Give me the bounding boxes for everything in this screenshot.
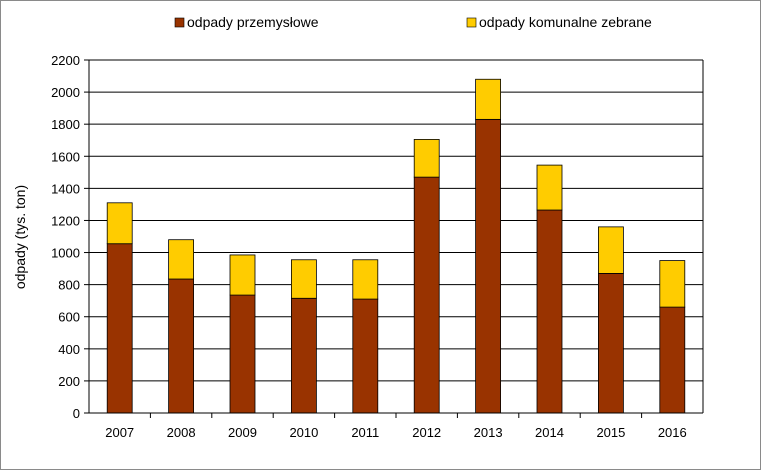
- x-tick-label: 2016: [658, 425, 687, 440]
- bar-municipal-2011: [352, 259, 379, 300]
- y-tick-labels: 0 200 400 600 800 1000 1200 1400 1600 1800 2000 220…: [51, 53, 80, 421]
- y-tick-label: 1600: [51, 149, 80, 164]
- bar-municipal-2010: [290, 259, 317, 299]
- bar-industrial-2013: [475, 118, 502, 414]
- x-tick-label: 2013: [474, 425, 503, 440]
- bar-municipal-2016: [659, 260, 686, 308]
- bar-municipal-2013: [475, 78, 502, 120]
- bar-industrial-2015: [598, 273, 624, 414]
- y-tick-label: 2200: [51, 53, 80, 68]
- bar-municipal-2014: [536, 164, 563, 211]
- y-tick-label: 1400: [51, 181, 80, 196]
- bar-industrial-2010: [290, 297, 317, 414]
- bar-municipal-2015: [598, 226, 624, 274]
- x-tick-label: 2014: [535, 425, 564, 440]
- bar-industrial-2007: [106, 243, 133, 414]
- y-tick-label: 400: [58, 342, 80, 357]
- legend-label-industrial: odpady przemysłowe: [187, 14, 319, 30]
- legend-swatch-industrial: [174, 17, 185, 28]
- bar-industrial-2012: [413, 176, 440, 414]
- y-tick-label: 800: [58, 278, 80, 293]
- x-tick-label: 2015: [596, 425, 625, 440]
- bar-industrial-2009: [229, 294, 256, 414]
- x-tick-label: 2009: [228, 425, 257, 440]
- bar-industrial-2016: [659, 306, 686, 414]
- y-tick-label: 1800: [51, 117, 80, 132]
- y-tick-label: 1200: [51, 213, 80, 228]
- y-tick-label: 2000: [51, 85, 80, 100]
- bar-industrial-2014: [536, 209, 563, 414]
- legend-label-municipal: odpady komunalne zebrane: [479, 14, 652, 30]
- y-axis-label: odpady (tys. ton): [12, 185, 28, 289]
- y-tick-label: 600: [58, 310, 80, 325]
- bar-industrial-2008: [168, 278, 195, 414]
- axes: [84, 59, 704, 418]
- x-tick-label: 2008: [167, 425, 196, 440]
- bar-municipal-2012: [413, 139, 440, 178]
- legend-swatch-municipal: [466, 17, 477, 28]
- y-tick-label: 200: [58, 374, 80, 389]
- x-tick-label: 2011: [351, 425, 379, 440]
- bar-municipal-2009: [229, 254, 256, 296]
- x-tick-labels: 2007 2008 2009 2010 2011 2012 2013 2014 2015 2016: [105, 425, 687, 440]
- bars: [106, 78, 686, 414]
- x-tick-label: 2007: [105, 425, 134, 440]
- x-tick-label: 2012: [412, 425, 441, 440]
- y-tick-label: 0: [73, 406, 80, 421]
- y-tick-label: 1000: [51, 246, 80, 261]
- bar-municipal-2008: [168, 239, 195, 280]
- x-tick-label: 2010: [289, 425, 318, 440]
- bar-industrial-2011: [352, 298, 379, 414]
- bar-municipal-2007: [106, 202, 133, 245]
- legend: odpady przemysłowe odpady komunalne zebr…: [174, 14, 652, 30]
